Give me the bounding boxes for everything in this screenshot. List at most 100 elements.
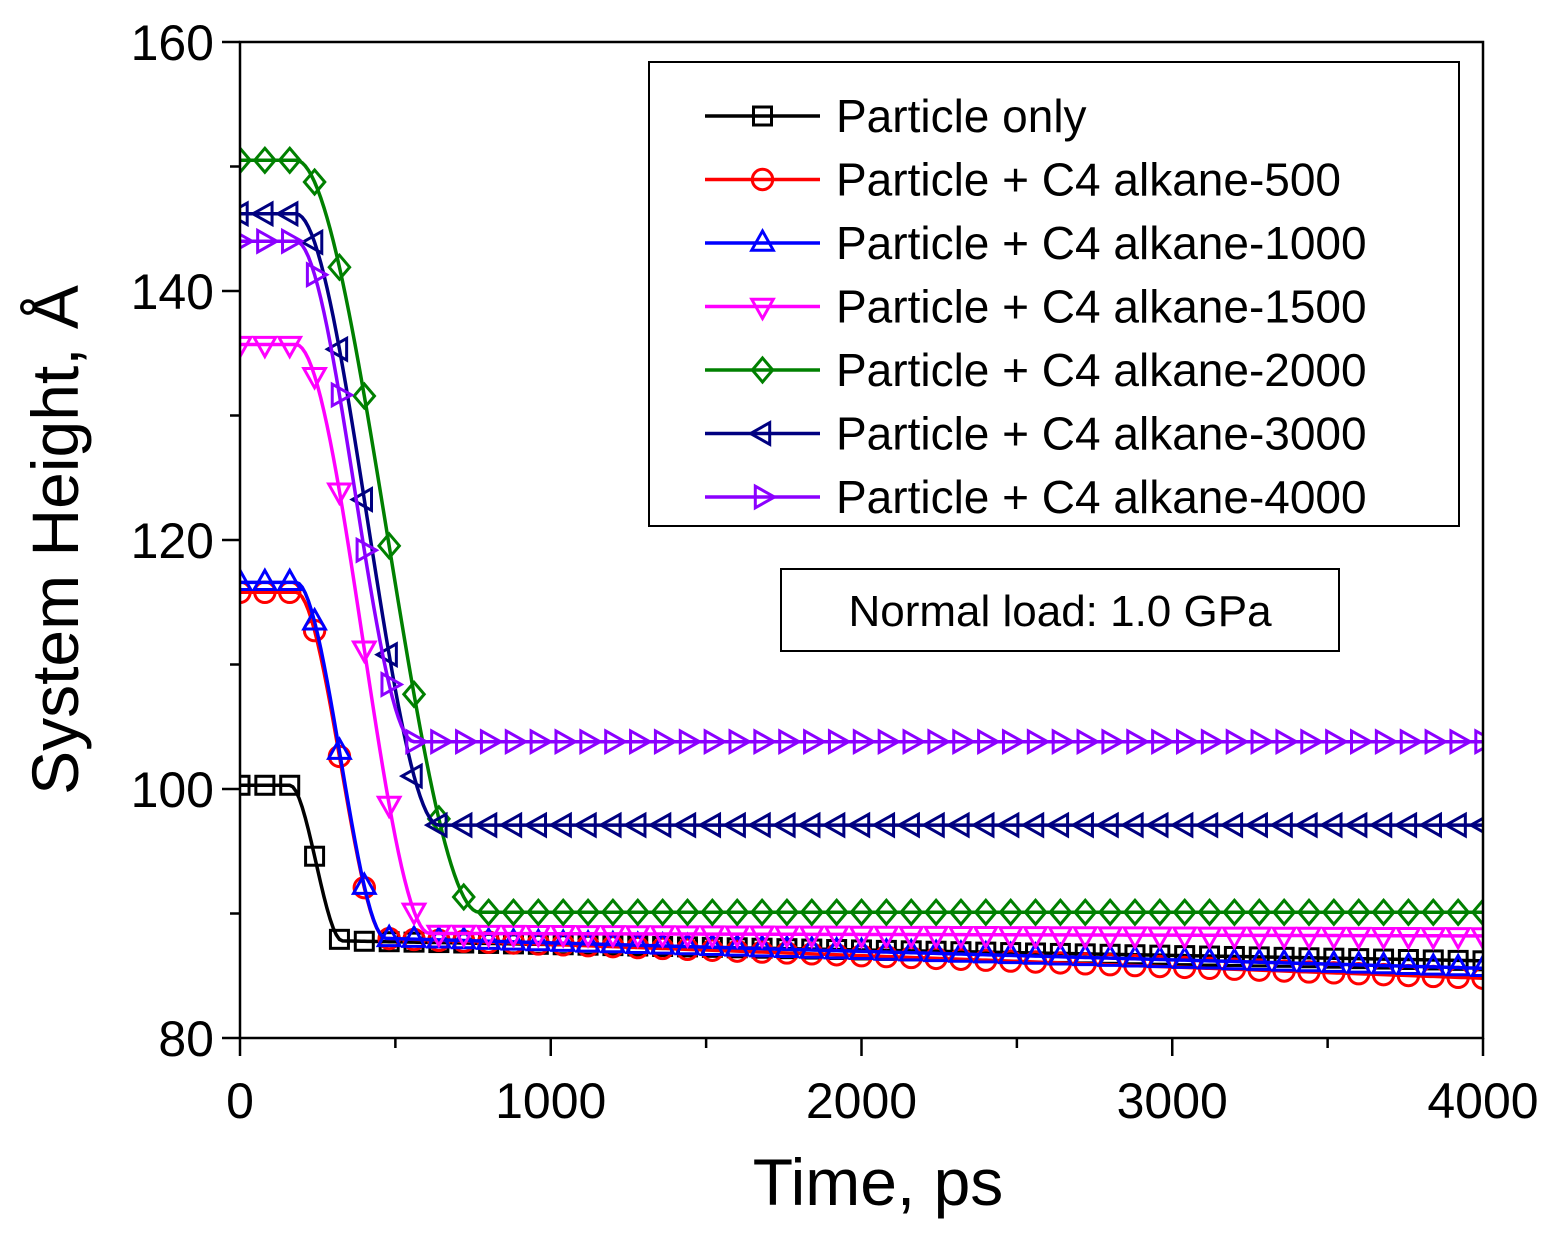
data-point	[778, 728, 802, 756]
data-point	[305, 261, 330, 289]
legend-label: Particle + C4 alkane-4000	[836, 471, 1367, 523]
data-point	[1225, 728, 1250, 756]
data-point	[821, 811, 846, 839]
data-point	[1045, 811, 1070, 839]
data-point	[703, 728, 728, 756]
data-point	[350, 640, 378, 665]
data-point	[554, 728, 579, 756]
data-point	[1071, 942, 1099, 967]
legend-label: Particle + C4 alkane-1500	[836, 281, 1367, 333]
data-point	[1097, 897, 1123, 927]
data-point	[1122, 897, 1148, 927]
data-point	[353, 930, 375, 952]
data-point	[626, 935, 650, 960]
data-point	[549, 928, 577, 952]
data-point	[349, 486, 373, 513]
data-point	[947, 938, 975, 963]
data-point	[400, 902, 428, 927]
data-point	[328, 928, 350, 950]
data-point	[398, 762, 423, 790]
annotation-text: Normal load: 1.0 GPa	[848, 587, 1272, 636]
data-point	[276, 335, 304, 360]
data-point	[747, 811, 771, 839]
data-point	[798, 925, 826, 950]
data-point	[923, 897, 949, 927]
data-point	[1444, 927, 1472, 951]
data-point	[1023, 897, 1048, 927]
data-point	[1147, 897, 1172, 927]
data-point	[1320, 949, 1348, 973]
data-point	[997, 926, 1025, 950]
data-point	[824, 897, 849, 927]
data-point	[1269, 811, 1293, 839]
legend-item-particle-c4-alkane-3000: Particle + C4 alkane-3000	[705, 408, 1367, 460]
data-point	[1175, 728, 1200, 756]
data-point	[597, 811, 622, 839]
data-point	[1368, 811, 1393, 839]
data-point	[380, 671, 405, 698]
data-point	[1020, 811, 1045, 839]
legend-marker	[749, 227, 776, 252]
data-point	[448, 811, 473, 839]
data-point	[1295, 948, 1323, 973]
data-point	[1472, 950, 1483, 972]
data-point	[451, 882, 476, 912]
data-point	[622, 811, 647, 839]
data-point	[501, 897, 526, 927]
data-point	[997, 940, 1025, 965]
data-point	[500, 926, 527, 951]
data-point	[902, 728, 927, 756]
data-point	[1151, 728, 1175, 756]
data-point	[430, 728, 454, 756]
data-point	[749, 897, 775, 927]
data-point	[1293, 811, 1318, 839]
legend-label: Particle + C4 alkane-1000	[836, 217, 1367, 269]
data-point	[374, 641, 398, 669]
data-point	[1445, 897, 1471, 927]
data-point	[1345, 949, 1373, 974]
series-particle-c4-alkane-1500	[240, 335, 1483, 951]
legend-box	[648, 61, 1460, 527]
data-point	[624, 925, 652, 949]
data-point	[1447, 949, 1469, 971]
axis-ticks: 0 1000 2000 3000 4000 80 100 120 140 160	[131, 15, 1539, 1129]
data-point	[326, 482, 353, 507]
data-point	[240, 232, 256, 250]
data-point	[350, 871, 378, 895]
data-point	[1393, 811, 1418, 839]
data-point	[375, 923, 403, 948]
data-point	[1096, 926, 1124, 951]
data-point	[848, 925, 875, 950]
data-point	[251, 335, 279, 360]
legend-items: Particle only Particle + C4 alkane-500 Par…	[705, 90, 1367, 523]
data-point	[649, 930, 676, 955]
data-point	[574, 925, 602, 949]
data-point	[1121, 926, 1149, 951]
data-point	[650, 897, 675, 927]
data-point	[1371, 897, 1396, 927]
data-point	[1119, 811, 1144, 839]
data-point	[1247, 897, 1272, 927]
y-tick-label: 140	[131, 264, 214, 320]
data-point	[240, 335, 254, 360]
data-point	[1443, 811, 1467, 839]
legend-marker	[747, 420, 772, 447]
data-point	[423, 811, 448, 839]
data-point	[249, 200, 274, 228]
data-point	[1469, 927, 1483, 951]
data-point	[1245, 947, 1273, 971]
data-point	[281, 227, 305, 255]
y-axis-title: System Height, Å	[18, 285, 92, 795]
x-tick-label: 3000	[1117, 1073, 1228, 1129]
legend-item-particle-c4-alkane-1500: Particle + C4 alkane-1500	[705, 281, 1367, 333]
data-point	[973, 897, 998, 927]
data-point	[700, 938, 725, 962]
data-point	[1047, 926, 1074, 950]
legend-item-particle-c4-alkane-4000: Particle + C4 alkane-4000	[705, 471, 1367, 523]
x-tick-label: 0	[226, 1073, 254, 1129]
legend-item-particle-c4-alkane-500: Particle + C4 alkane-500	[705, 154, 1341, 206]
data-point	[252, 145, 278, 175]
data-point	[302, 167, 327, 197]
data-point	[629, 728, 653, 756]
